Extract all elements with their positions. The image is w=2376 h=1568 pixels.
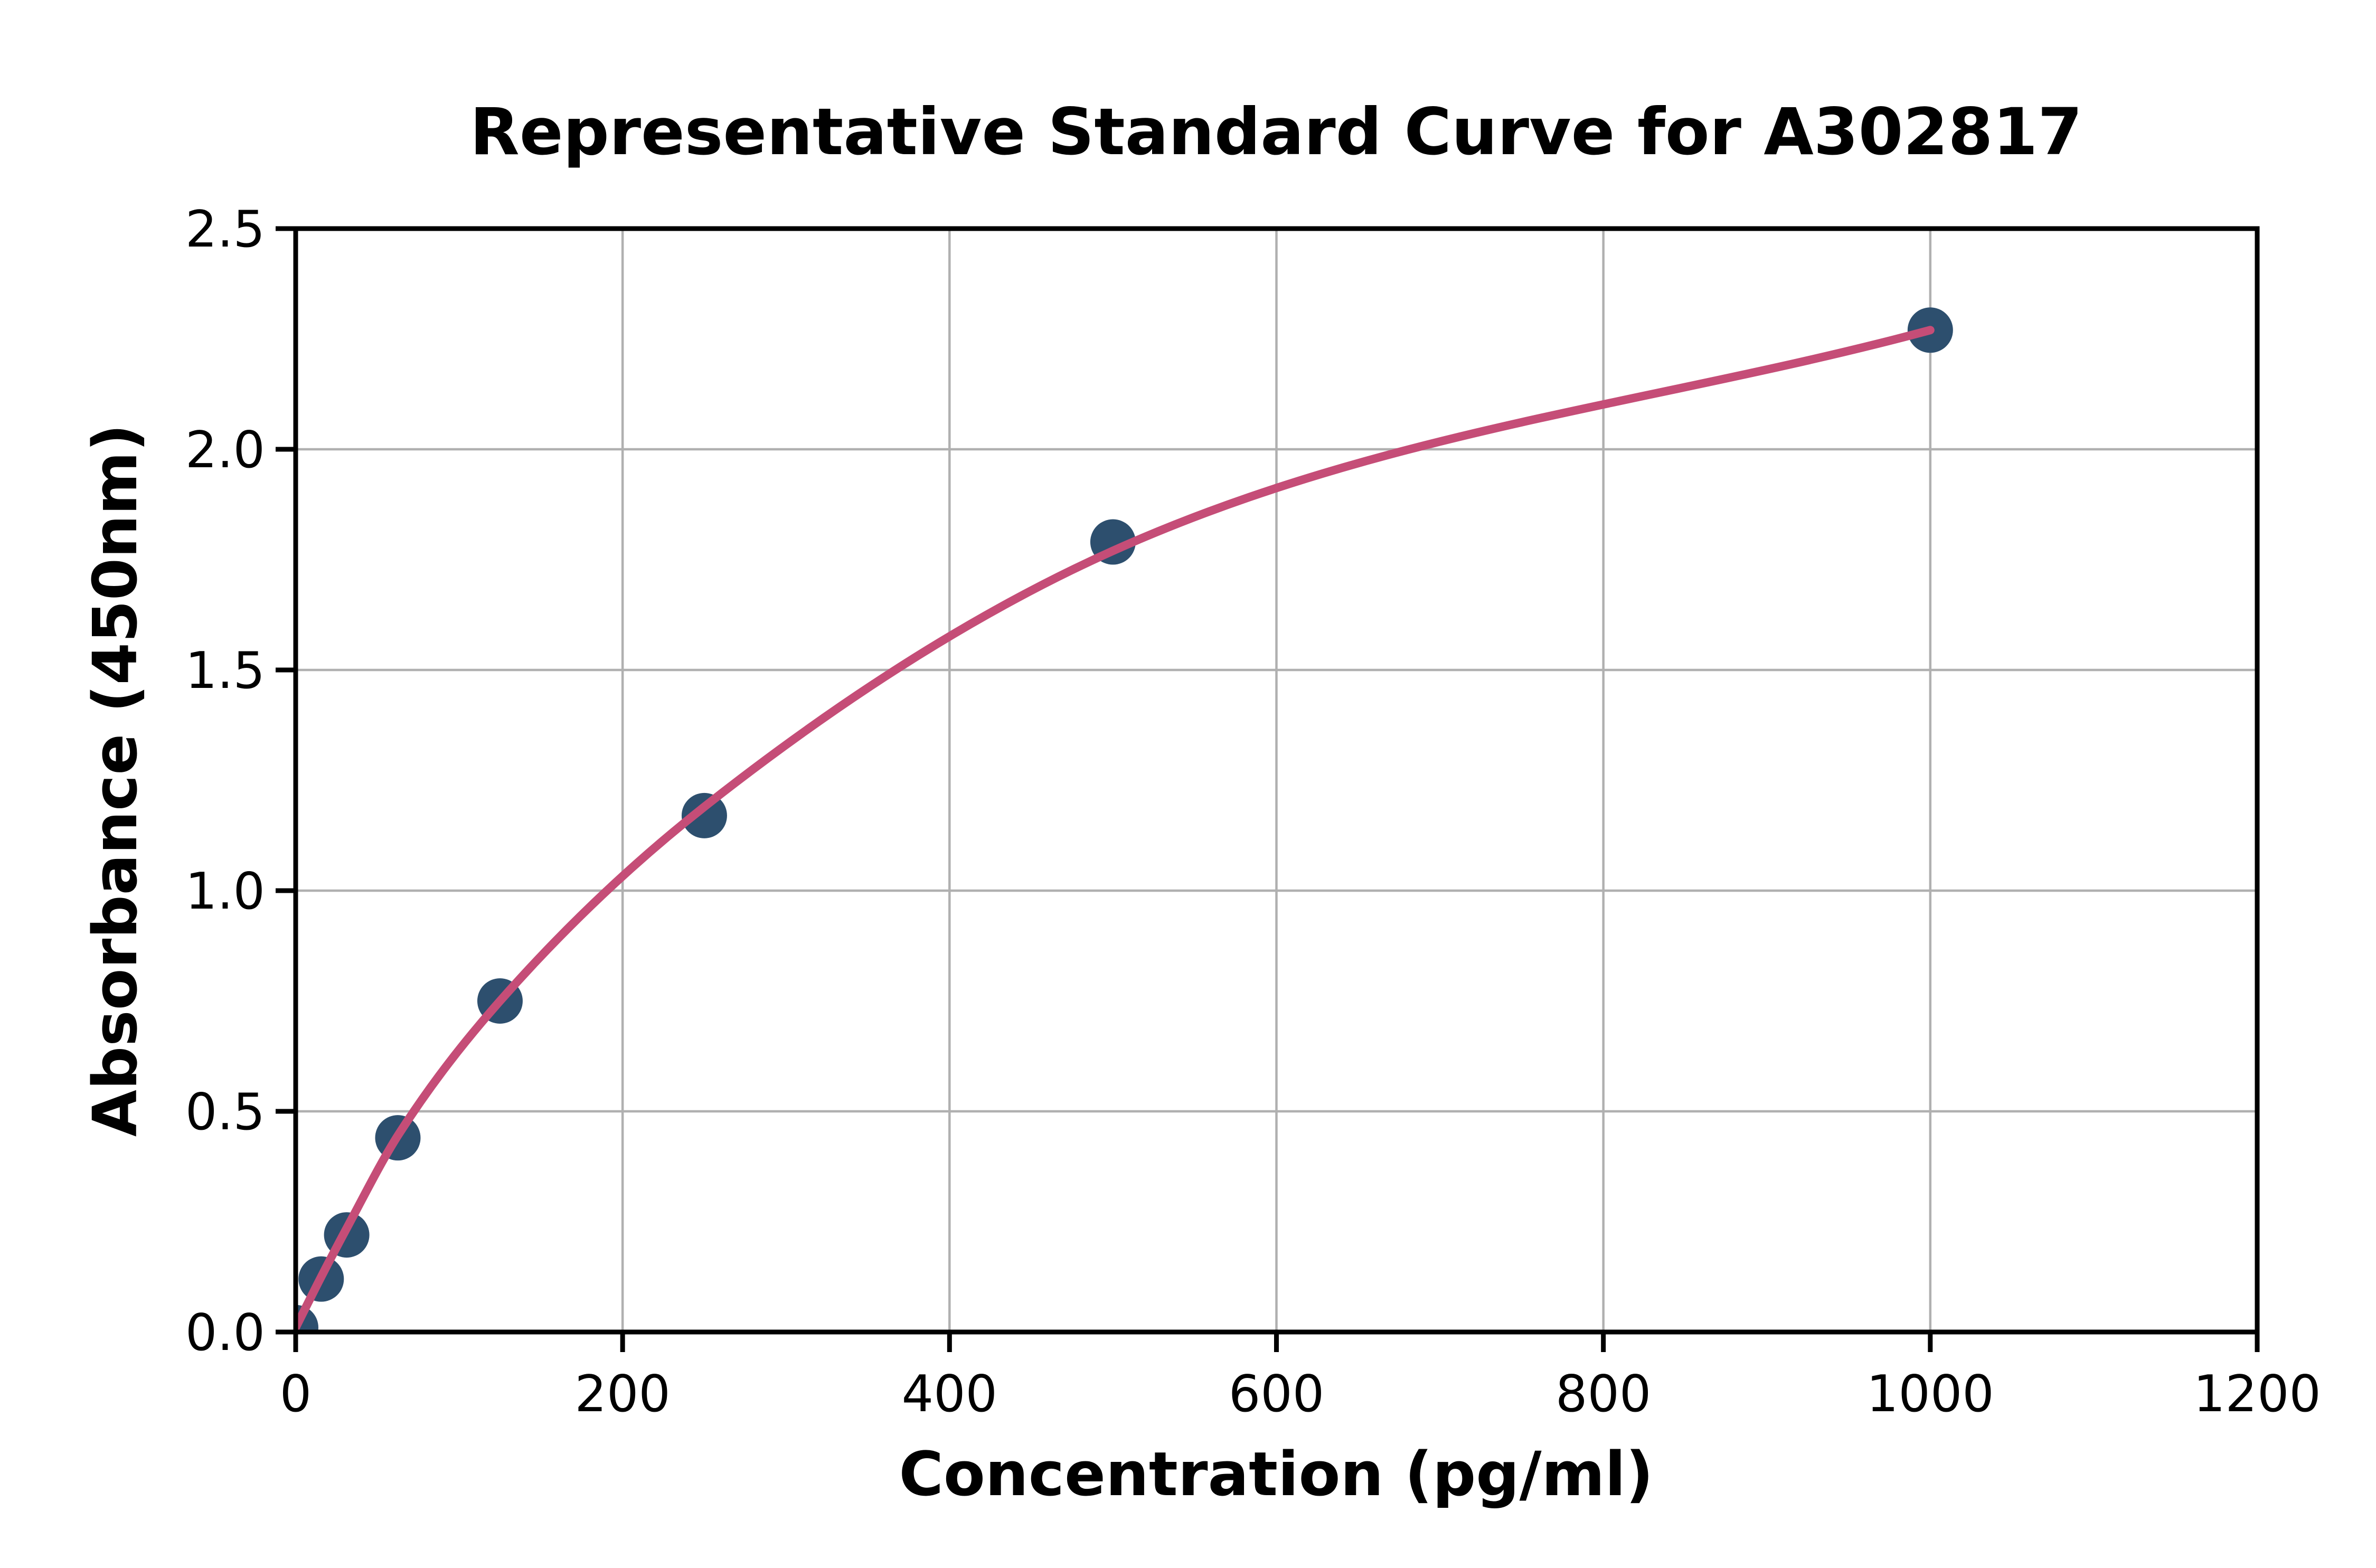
y-tick-label: 1.0 — [185, 863, 265, 921]
gridlines — [294, 227, 2259, 1334]
chart-title: Representative Standard Curve for A30281… — [470, 95, 2082, 169]
fit-curve-path — [296, 326, 1935, 1332]
data-points — [296, 307, 1953, 1332]
x-tick-label: 600 — [1229, 1365, 1324, 1423]
y-axis-label: Absorbance (450nm) — [80, 424, 151, 1137]
y-tick-label: 0.0 — [185, 1304, 265, 1362]
standard-data-point — [681, 792, 727, 838]
x-tick-label: 800 — [1555, 1365, 1651, 1423]
x-tick-label: 1000 — [1866, 1365, 1994, 1423]
y-tick-label: 2.0 — [185, 421, 265, 479]
y-tick-label: 0.5 — [185, 1083, 265, 1141]
x-tick-label: 0 — [280, 1365, 312, 1423]
axis-ticks — [276, 226, 2260, 1352]
x-tick-label: 400 — [902, 1365, 997, 1423]
x-axis-label: Concentration (pg/ml) — [899, 1439, 1654, 1510]
y-tick-label: 1.5 — [185, 642, 265, 700]
fit-curve — [296, 326, 1935, 1332]
x-tick-labels: 0 200 400 600 800 1000 1200 — [280, 1365, 2321, 1423]
x-tick-label: 200 — [575, 1365, 671, 1423]
y-tick-labels: 0.0 0.5 1.0 1.5 2.0 2.5 — [185, 201, 265, 1362]
x-tick-label: 1200 — [2193, 1365, 2321, 1423]
y-tick-label: 2.5 — [185, 201, 265, 259]
